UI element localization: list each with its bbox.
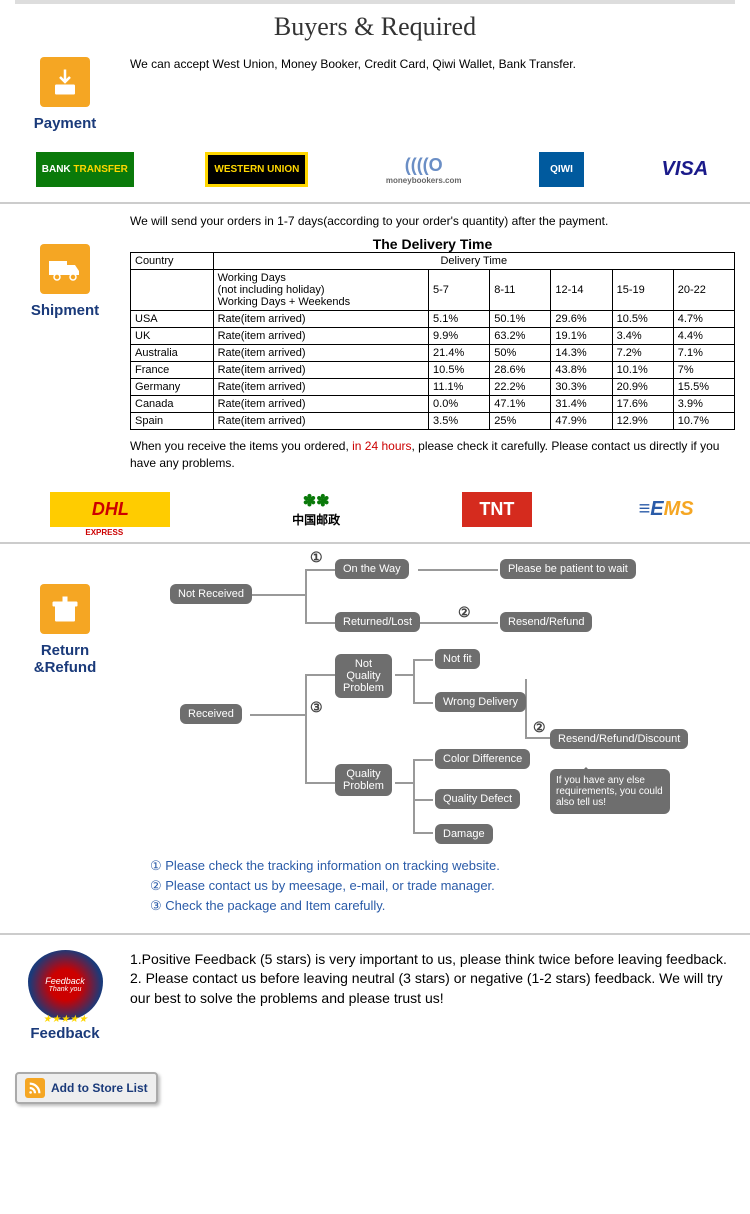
node-not-received: Not Received (170, 584, 252, 604)
ems-logo: ≡EMS (633, 492, 700, 527)
flow-num-2b: ② (533, 719, 546, 736)
refund-note-3: ③ Check the package and Item carefully. (130, 898, 735, 914)
shipment-note: When you receive the items you ordered, … (130, 438, 735, 472)
table-row: CanadaRate(item arrived)0.0%47.1%31.4%17… (131, 396, 735, 413)
node-not-quality: Not Quality Problem (335, 654, 392, 698)
page-header: Buyers & Required (15, 0, 735, 47)
node-quality-defect: Quality Defect (435, 789, 520, 809)
western-union-logo: WESTERN UNION (205, 152, 308, 187)
feedback-line-1: 1.Positive Feedback (5 stars) is very im… (130, 950, 735, 970)
feedback-section: Feedback Thank you Feedback 1.Positive F… (15, 940, 735, 1052)
node-returned: Returned/Lost (335, 612, 420, 632)
china-post-logo: ✽✽中国邮政 (271, 492, 361, 527)
table-row: UKRate(item arrived)9.9%63.2%19.1%3.4%4.… (131, 328, 735, 345)
payment-section: Payment We can accept West Union, Money … (15, 47, 735, 142)
node-not-fit: Not fit (435, 649, 480, 669)
payment-text: We can accept West Union, Money Booker, … (130, 57, 735, 71)
node-quality: Quality Problem (335, 764, 392, 796)
node-damage: Damage (435, 824, 493, 844)
payment-title: Payment (15, 115, 115, 132)
carrier-logos: DHL ✽✽中国邮政 TNT ≡EMS (0, 482, 750, 544)
rss-icon (25, 1078, 45, 1098)
flow-num-3: ③ (310, 699, 323, 716)
refund-icon (40, 584, 90, 634)
bank-transfer-logo: BANK TRANSFER (36, 152, 134, 187)
delivery-table-title: The Delivery Time (130, 236, 735, 252)
qiwi-logo: QIWI (539, 152, 584, 187)
moneybookers-logo: ((((Omoneybookers.com (380, 152, 468, 187)
node-patient: Please be patient to wait (500, 559, 636, 579)
refund-note-2: ② Please contact us by meesage, e-mail, … (130, 878, 735, 894)
table-row: AustraliaRate(item arrived)21.4%50%14.3%… (131, 345, 735, 362)
speech-bubble: If you have any else requirements, you c… (550, 769, 670, 814)
feedback-icon: Feedback Thank you (28, 950, 103, 1020)
shipment-title: Shipment (15, 302, 115, 319)
table-row: SpainRate(item arrived)3.5%25%47.9%12.9%… (131, 413, 735, 430)
payment-icon (40, 57, 90, 107)
shipment-intro: We will send your orders in 1-7 days(acc… (130, 214, 735, 228)
node-on-way: On the Way (335, 559, 409, 579)
payment-logos: BANK TRANSFER WESTERN UNION ((((Omoneybo… (0, 142, 750, 204)
delivery-table: CountryDelivery Time Working Days (not i… (130, 252, 735, 430)
node-wrong-delivery: Wrong Delivery (435, 692, 526, 712)
refund-title: Return &Refund (15, 642, 115, 676)
refund-flowchart: ① ② ③ ② Not Received On the Way Please b… (160, 554, 735, 854)
node-rrd: Resend/Refund/Discount (550, 729, 688, 749)
node-resend-refund: Resend/Refund (500, 612, 592, 632)
visa-logo: VISA (656, 152, 715, 187)
shipment-icon (40, 244, 90, 294)
feedback-line-2: 2. Please contact us before leaving neut… (130, 969, 735, 1008)
flow-num-2a: ② (458, 604, 471, 621)
store-list-label: Add to Store List (51, 1081, 148, 1095)
table-row: FranceRate(item arrived)10.5%28.6%43.8%1… (131, 362, 735, 379)
table-row: USARate(item arrived)5.1%50.1%29.6%10.5%… (131, 311, 735, 328)
node-color-diff: Color Difference (435, 749, 530, 769)
feedback-title: Feedback (15, 1025, 115, 1042)
node-received: Received (180, 704, 242, 724)
flow-num-1: ① (310, 549, 323, 566)
dhl-logo: DHL (50, 492, 170, 527)
add-to-store-list-button[interactable]: Add to Store List (15, 1072, 158, 1104)
refund-section: Return &Refund (15, 544, 735, 928)
table-row: GermanyRate(item arrived)11.1%22.2%30.3%… (131, 379, 735, 396)
tnt-logo: TNT (462, 492, 532, 527)
shipment-section: Shipment We will send your orders in 1-7… (15, 204, 735, 482)
refund-note-1: ① Please check the tracking information … (130, 858, 735, 874)
